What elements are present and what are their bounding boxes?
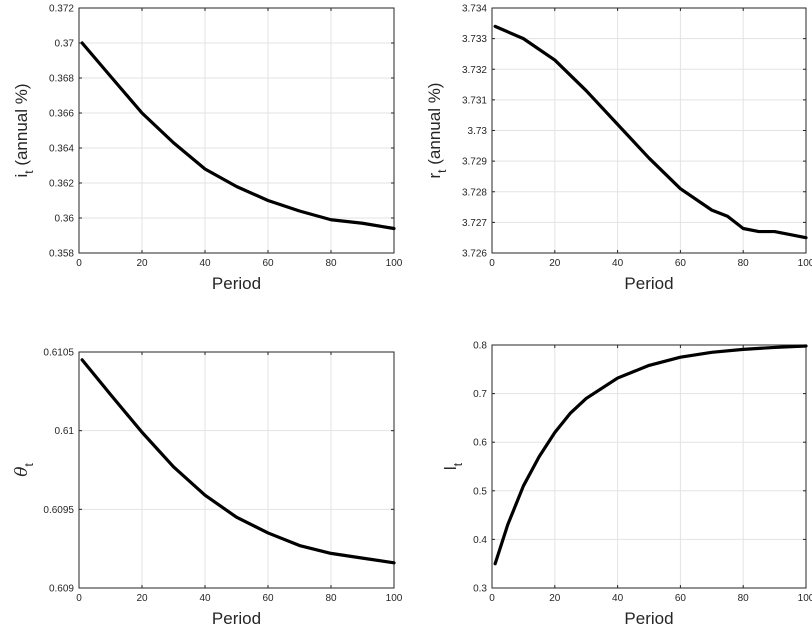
y-axis-label: rt (annual %) [425,83,449,179]
x-tick-label: 100 [798,258,812,269]
x-tick-label: 0 [489,593,495,604]
axes-box [78,7,395,254]
axes-box [491,344,807,589]
y-tick-label: 0.4 [473,535,487,546]
y-tick-label: 0.3 [473,584,487,595]
y-axis-label-subscript: t [22,463,36,467]
x-tick-label: 0 [76,258,82,269]
y-tick-label: 0.358 [49,249,74,260]
y-tick-label: 0.372 [49,4,74,15]
y-tick-label: 3.728 [462,187,487,198]
x-tick-label: 100 [386,258,403,269]
y-axis-label-main: i [12,174,31,178]
x-tick-label: 60 [675,593,687,604]
y-tick-label: 0.6095 [43,505,74,516]
x-tick-label: 60 [262,593,274,604]
x-axis-label: Period [212,609,261,628]
x-axis-label: Period [624,609,673,628]
axes-box [78,351,395,589]
series-line [80,41,396,231]
panel-real-rate: 0 20 40 60 80 100 3.726 3.727 3.728 3.729 3.73 3.73… [425,4,812,294]
y-axis-label-suffix: (annual %) [425,83,444,170]
x-tick-label: 60 [262,258,274,269]
y-tick-label: 0.368 [49,74,74,85]
y-axis-label-main: θ [12,467,32,477]
x-tick-label: 20 [549,258,561,269]
y-tick-label: 3.731 [462,95,487,106]
y-axis-label-main: r [425,172,444,178]
y-axis-label-subscript: t [435,169,449,173]
y-tick-label: 3.734 [462,4,487,15]
y-tick-label: 0.7 [473,389,487,400]
x-tick-label: 80 [325,258,337,269]
y-tick-label: 3.727 [462,218,487,229]
y-tick-label: 0.61 [55,426,75,437]
x-tick-label: 40 [612,593,624,604]
y-axis-label-subscript: t [22,170,36,174]
y-tick-label: 3.73 [468,126,488,137]
panel-labor: 0 20 40 60 80 100 0.3 0.4 0.5 0.6 0.7 0.8 Period lt [441,341,812,629]
y-tick-label: 0.8 [473,341,487,352]
y-tick-label: 0.366 [49,109,74,120]
y-tick-label: 3.732 [462,65,487,76]
y-tick-label: 0.362 [49,179,74,190]
y-axis-label: lt [441,462,465,470]
x-tick-label: 40 [612,258,624,269]
x-tick-label: 80 [738,593,750,604]
x-tick-label: 80 [325,593,337,604]
x-tick-label: 100 [386,593,403,604]
y-tick-label: 3.733 [462,34,487,45]
y-axis-label: θt [12,463,36,477]
x-tick-label: 0 [76,593,82,604]
x-tick-label: 100 [798,593,812,604]
y-axis-label: it (annual %) [12,83,36,177]
y-tick-label: 0.364 [49,144,74,155]
x-tick-label: 0 [489,258,495,269]
x-tick-label: 80 [738,258,750,269]
y-tick-label: 3.729 [462,157,487,168]
y-axis-label-suffix: (annual %) [12,83,31,170]
x-axis-label: Period [624,274,673,293]
series-line [80,358,396,565]
y-tick-label: 0.609 [49,584,74,595]
y-tick-label: 3.726 [462,249,487,260]
y-axis-label-main: l [441,466,460,470]
y-tick-label: 0.36 [55,214,75,225]
y-tick-label: 0.6105 [43,348,74,359]
panel-interest-rate: 0 20 40 60 80 100 0.358 0.36 0.362 0.364 0.366 0.36… [12,4,403,294]
panel-theta: 0 20 40 60 80 100 0.609 0.6095 0.61 0.6105 Period θ… [12,348,403,629]
x-tick-label: 20 [136,593,148,604]
x-tick-label: 40 [199,258,211,269]
x-axis-label: Period [212,274,261,293]
x-tick-label: 60 [675,258,687,269]
series-line [493,24,808,240]
y-tick-label: 0.5 [473,486,487,497]
y-axis-label-subscript: t [451,462,465,466]
x-tick-label: 20 [136,258,148,269]
y-tick-label: 0.6 [473,438,487,449]
x-tick-label: 40 [199,593,211,604]
y-tick-label: 0.37 [55,39,75,50]
x-tick-label: 20 [549,593,561,604]
series-line [493,344,808,566]
